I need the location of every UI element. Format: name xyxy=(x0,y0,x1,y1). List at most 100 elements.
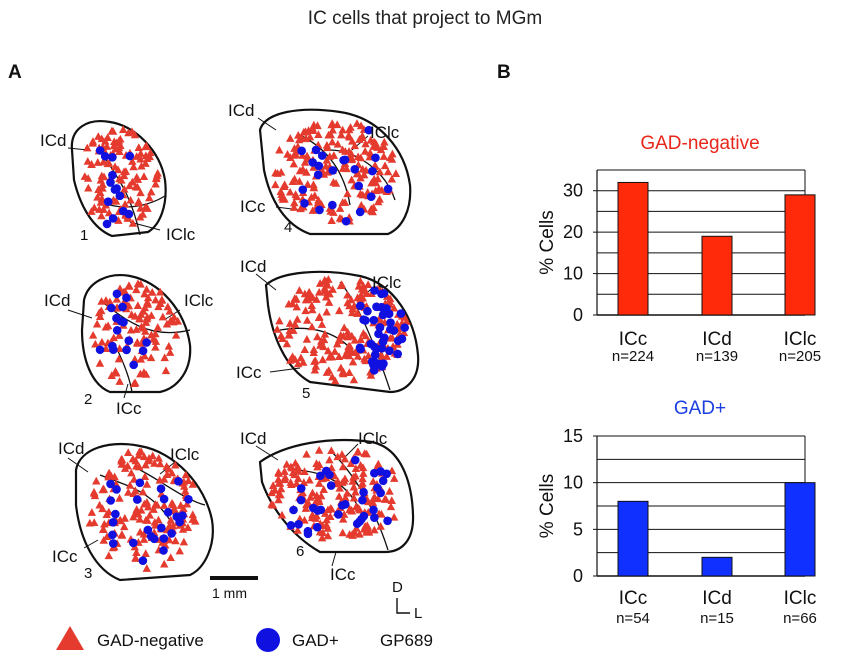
gad-negative-cell-marker xyxy=(125,481,135,489)
gad-negative-cell-marker xyxy=(140,289,149,298)
gad-negative-cell-marker xyxy=(181,470,191,479)
gad-negative-cell-marker xyxy=(330,347,340,355)
gad-negative-cell-marker xyxy=(353,447,362,456)
gad-negative-cell-marker xyxy=(366,135,375,144)
gad-positive-cell-marker xyxy=(369,505,378,515)
figure-title: IC cells that project to MGm xyxy=(308,8,542,29)
gad-negative-cell-marker xyxy=(358,463,368,472)
gad-positive-cell-marker xyxy=(124,209,134,219)
gad-negative-cell-marker xyxy=(275,316,284,325)
gad-negative-cell-marker xyxy=(399,328,409,337)
gad-negative-cell-marker xyxy=(328,137,337,146)
gad-negative-cell-marker xyxy=(343,327,352,336)
gad-negative-cell-marker xyxy=(134,143,143,151)
gad-negative-cell-marker xyxy=(325,152,334,160)
legend-gad-negative: GAD-negative xyxy=(97,631,204,650)
gad-negative-cell-marker xyxy=(103,133,112,141)
gad-negative-cell-marker xyxy=(153,323,163,331)
gad-positive-cell-marker xyxy=(368,166,377,176)
gad-negative-cell-marker xyxy=(314,130,323,138)
gad-negative-cell-marker xyxy=(342,164,351,173)
gad-positive-cell-marker xyxy=(355,207,365,217)
x-category-label: ICd xyxy=(702,329,732,350)
gad-negative-cell-marker xyxy=(99,536,108,544)
gad-negative-cell-marker xyxy=(353,168,362,177)
legend-gad-positive: GAD+ xyxy=(292,631,339,650)
gad-negative-cell-marker xyxy=(310,357,319,365)
gad-negative-cell-marker xyxy=(304,126,313,135)
gad-negative-cell-marker xyxy=(120,199,130,208)
gad-negative-cell-marker xyxy=(171,330,181,339)
gad-positive-cell-marker xyxy=(296,484,306,493)
gad-negative-cell-marker xyxy=(131,553,140,562)
gad-negative-cell-marker xyxy=(106,471,116,480)
gad-positive-cell-marker xyxy=(378,476,388,486)
gad-negative-cell-marker xyxy=(142,480,152,488)
gad-negative-cell-marker xyxy=(93,192,102,201)
gad-negative-cell-marker xyxy=(158,312,168,321)
gad-positive-cell-marker xyxy=(338,501,347,510)
gad-negative-cell-marker xyxy=(119,167,129,176)
gad-positive-cell-marker xyxy=(370,513,379,523)
gad-negative-cell-marker xyxy=(285,319,295,327)
chart-title: GAD-negative xyxy=(640,133,759,154)
x-category-label: ICd xyxy=(702,588,732,609)
gad-negative-cell-marker xyxy=(328,285,337,293)
s5-label-icc: ICc xyxy=(236,363,262,382)
gad-negative-cell-marker xyxy=(117,456,126,465)
gad-positive-cell-marker xyxy=(303,526,313,536)
gad-negative-cell-marker xyxy=(308,293,317,302)
gad-positive-cell-marker xyxy=(174,477,183,486)
gad-positive-cell-marker xyxy=(328,200,337,210)
gad-negative-cell-marker xyxy=(104,551,114,560)
x-n-label: n=66 xyxy=(783,610,817,627)
gad-negative-cell-marker xyxy=(286,134,295,142)
gad-negative-cell-marker xyxy=(322,307,331,316)
gad-negative-cell-marker xyxy=(184,476,193,485)
gad-negative-cell-marker xyxy=(151,295,160,304)
gad-negative-cell-marker xyxy=(135,314,145,323)
gad-negative-cell-marker xyxy=(87,160,96,168)
gad-negative-cell-marker xyxy=(358,131,367,140)
s6-label-icd: ICd xyxy=(240,429,266,448)
gad-negative-cell-marker xyxy=(306,493,315,501)
gad-negative-cell-marker xyxy=(274,495,283,504)
gad-negative-cell-marker xyxy=(340,454,350,463)
gad-negative-cell-marker xyxy=(325,352,334,361)
gad-negative-cell-marker xyxy=(136,188,145,197)
gad-negative-cell-marker xyxy=(359,469,368,477)
gad-negative-cell-marker xyxy=(402,317,411,325)
gad-negative-cell-marker xyxy=(347,154,357,162)
gad-negative-cell-marker xyxy=(115,377,124,385)
s5-number: 5 xyxy=(302,385,310,402)
gad-positive-cell-marker xyxy=(159,494,169,504)
s3-number: 3 xyxy=(84,565,92,582)
gad-negative-cell-marker xyxy=(96,197,106,206)
gad-negative-cell-marker xyxy=(141,151,151,160)
gad-negative-cell-marker xyxy=(154,515,163,524)
gad-negative-cell-marker xyxy=(360,522,370,530)
gad-negative-cell-marker xyxy=(290,174,299,183)
gad-positive-cell-marker xyxy=(108,214,118,223)
gad-negative-cell-marker xyxy=(324,366,334,374)
gad-positive-cell-marker xyxy=(102,219,112,229)
gad-negative-cell-marker xyxy=(140,351,149,360)
gad-negative-cell-marker xyxy=(375,194,384,203)
gad-positive-cell-marker xyxy=(143,525,153,535)
gad-negative-cell-marker xyxy=(120,513,129,522)
gad-negative-cell-marker xyxy=(146,148,155,157)
gad-negative-cell-marker xyxy=(317,533,327,542)
gad-negative-cell-marker xyxy=(92,319,102,328)
s5-label-iclc: IClc xyxy=(372,273,402,292)
gad-negative-cell-marker xyxy=(101,296,111,304)
gad-negative-cell-marker xyxy=(285,326,294,335)
gad-negative-cell-marker xyxy=(134,450,144,459)
gad-negative-cell-marker xyxy=(364,497,373,506)
gad-negative-cell-marker xyxy=(149,505,158,513)
gad-negative-cell-marker xyxy=(356,335,365,343)
gad-negative-cell-marker xyxy=(115,147,124,156)
gad-positive-cell-marker xyxy=(108,539,118,548)
gad-negative-cell-marker xyxy=(323,346,333,355)
gad-negative-cell-marker xyxy=(132,548,141,557)
